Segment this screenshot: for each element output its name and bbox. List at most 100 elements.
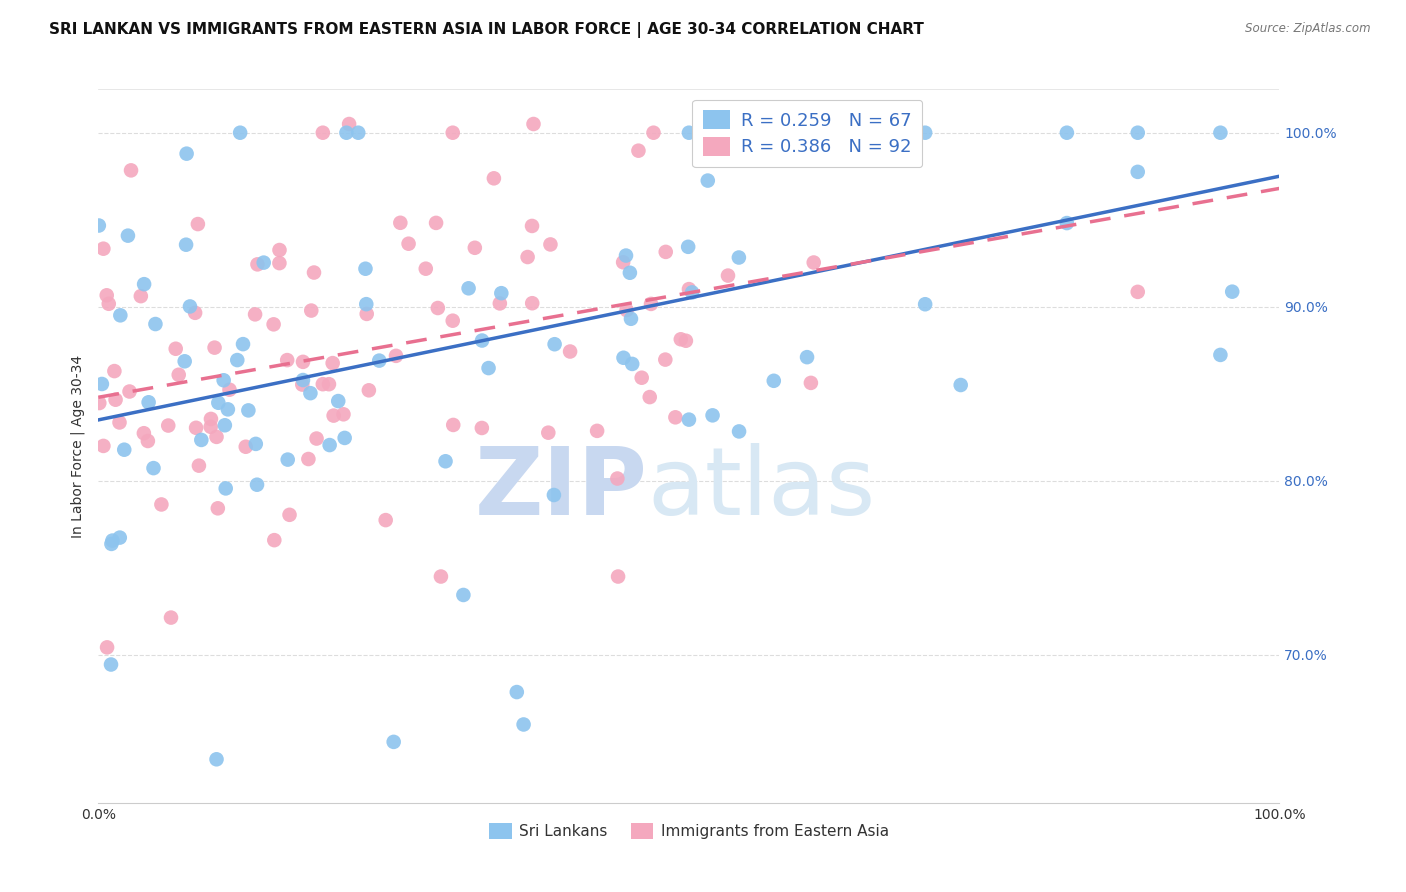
Point bbox=[728, 425, 751, 439]
Point bbox=[322, 409, 344, 423]
Point bbox=[277, 452, 299, 467]
Point bbox=[263, 318, 285, 332]
Point bbox=[184, 306, 207, 320]
Point bbox=[217, 402, 239, 417]
Point bbox=[464, 241, 486, 255]
Point bbox=[205, 752, 228, 766]
Point bbox=[176, 146, 198, 161]
Point bbox=[676, 240, 699, 254]
Point bbox=[214, 418, 236, 433]
Point bbox=[796, 350, 818, 364]
Point bbox=[269, 243, 291, 257]
Point bbox=[269, 256, 291, 270]
Point bbox=[425, 216, 447, 230]
Point bbox=[678, 412, 700, 426]
Point bbox=[368, 353, 391, 368]
Point bbox=[110, 309, 132, 323]
Point bbox=[218, 383, 240, 397]
Point bbox=[253, 255, 276, 269]
Point bbox=[664, 410, 686, 425]
Point bbox=[675, 334, 697, 348]
Point bbox=[488, 296, 510, 310]
Point bbox=[385, 349, 408, 363]
Point bbox=[803, 255, 825, 269]
Point bbox=[606, 471, 628, 485]
Point bbox=[138, 395, 160, 409]
Point bbox=[118, 384, 141, 399]
Point bbox=[292, 355, 315, 369]
Point bbox=[1056, 216, 1078, 230]
Point bbox=[543, 488, 565, 502]
Point bbox=[347, 126, 370, 140]
Point bbox=[96, 640, 118, 655]
Point bbox=[678, 282, 700, 296]
Point bbox=[103, 364, 125, 378]
Point bbox=[187, 458, 209, 473]
Point bbox=[337, 117, 360, 131]
Point bbox=[643, 126, 665, 140]
Point bbox=[699, 120, 721, 135]
Point bbox=[678, 126, 700, 140]
Point bbox=[354, 261, 377, 276]
Point bbox=[278, 508, 301, 522]
Point bbox=[184, 421, 207, 435]
Point bbox=[200, 412, 222, 426]
Point bbox=[142, 461, 165, 475]
Point bbox=[204, 341, 226, 355]
Point bbox=[834, 150, 856, 164]
Point bbox=[318, 438, 340, 452]
Point bbox=[1126, 126, 1149, 140]
Point bbox=[174, 237, 197, 252]
Point bbox=[179, 300, 201, 314]
Text: ZIP: ZIP bbox=[475, 442, 648, 535]
Point bbox=[226, 353, 249, 368]
Point bbox=[471, 421, 494, 435]
Point bbox=[299, 386, 322, 401]
Point bbox=[328, 394, 350, 409]
Point bbox=[150, 498, 173, 512]
Point bbox=[640, 297, 662, 311]
Point bbox=[167, 368, 190, 382]
Point bbox=[263, 533, 285, 548]
Point bbox=[212, 373, 235, 387]
Point bbox=[620, 311, 643, 326]
Point bbox=[100, 537, 122, 551]
Point bbox=[543, 337, 565, 351]
Point bbox=[616, 303, 638, 318]
Point bbox=[120, 163, 142, 178]
Point bbox=[374, 513, 396, 527]
Point bbox=[586, 424, 609, 438]
Point bbox=[96, 288, 118, 302]
Point bbox=[669, 332, 692, 346]
Point bbox=[165, 342, 187, 356]
Point bbox=[482, 171, 505, 186]
Point bbox=[619, 266, 641, 280]
Point bbox=[389, 216, 412, 230]
Point bbox=[291, 377, 314, 392]
Point bbox=[516, 250, 538, 264]
Point bbox=[108, 531, 131, 545]
Point bbox=[415, 261, 437, 276]
Point bbox=[1220, 285, 1243, 299]
Point bbox=[93, 439, 115, 453]
Point bbox=[101, 533, 124, 548]
Point bbox=[235, 440, 257, 454]
Point bbox=[607, 569, 630, 583]
Point bbox=[1209, 348, 1232, 362]
Point bbox=[207, 396, 229, 410]
Point bbox=[430, 569, 453, 583]
Point bbox=[538, 237, 561, 252]
Point bbox=[728, 251, 751, 265]
Point bbox=[136, 434, 159, 448]
Point bbox=[108, 416, 131, 430]
Point bbox=[914, 297, 936, 311]
Point bbox=[434, 454, 457, 468]
Point bbox=[457, 281, 479, 295]
Point bbox=[276, 353, 298, 368]
Point bbox=[112, 442, 135, 457]
Point bbox=[612, 255, 634, 269]
Point bbox=[132, 426, 155, 441]
Point bbox=[238, 403, 260, 417]
Point bbox=[654, 352, 676, 367]
Point bbox=[291, 373, 314, 387]
